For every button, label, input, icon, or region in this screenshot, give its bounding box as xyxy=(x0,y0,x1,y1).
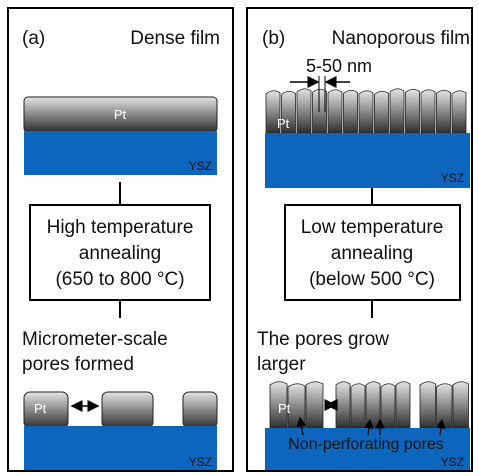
pt-column xyxy=(420,382,436,428)
pt-column xyxy=(452,91,466,133)
pt-column xyxy=(328,90,342,133)
pt-island xyxy=(183,392,217,428)
result-text: The pores grow xyxy=(257,329,389,350)
substrate-label: YSZ xyxy=(441,171,464,185)
pt-columns xyxy=(270,382,469,428)
pt-column xyxy=(359,91,373,133)
pt-column xyxy=(421,90,435,133)
annotation: Non-perforating pores xyxy=(288,436,444,453)
pt-column xyxy=(437,90,451,133)
pt-columns xyxy=(266,89,466,133)
pt-island xyxy=(102,392,153,428)
substrate-label: YSZ xyxy=(441,455,464,469)
panel-title: Dense film xyxy=(130,28,220,49)
pt-column xyxy=(396,382,410,428)
pt-column xyxy=(366,382,380,428)
film-label: Pt xyxy=(278,401,291,416)
film-label: Pt xyxy=(34,401,47,416)
process-text: (below 500 °C) xyxy=(309,269,435,290)
substrate-label: YSZ xyxy=(189,455,212,469)
film-label: Pt xyxy=(277,116,290,131)
process-text: High temperature xyxy=(47,217,194,238)
panel-label: (a) xyxy=(22,28,45,49)
pt-column xyxy=(406,89,420,133)
pt-column xyxy=(306,382,323,428)
result-text: pores formed xyxy=(22,354,134,375)
film-label: Pt xyxy=(114,107,127,122)
process-text: annealing xyxy=(79,243,161,264)
gap-label: 5-50 nm xyxy=(306,56,372,76)
pt-column xyxy=(453,382,469,428)
pt-column xyxy=(336,382,350,428)
pt-column xyxy=(390,89,404,133)
panel-title: Nanoporous film xyxy=(332,28,470,49)
result-text: Micrometer-scale xyxy=(22,329,168,350)
substrate xyxy=(265,133,470,188)
panel-label: (b) xyxy=(262,28,285,49)
substrate-label: YSZ xyxy=(189,159,212,173)
pt-column xyxy=(437,384,453,428)
pt-column xyxy=(381,384,395,428)
diagram: (a) Dense film Pt YSZ High temperature a… xyxy=(0,0,479,475)
process-text: (650 to 800 °C) xyxy=(55,269,184,290)
pt-column xyxy=(375,91,389,133)
process-text: annealing xyxy=(331,243,413,264)
process-text: Low temperature xyxy=(301,217,444,238)
pt-column xyxy=(344,90,358,133)
result-text: larger xyxy=(257,354,306,375)
pt-column xyxy=(351,384,365,428)
pt-column xyxy=(288,384,305,428)
pt-column xyxy=(297,89,311,133)
